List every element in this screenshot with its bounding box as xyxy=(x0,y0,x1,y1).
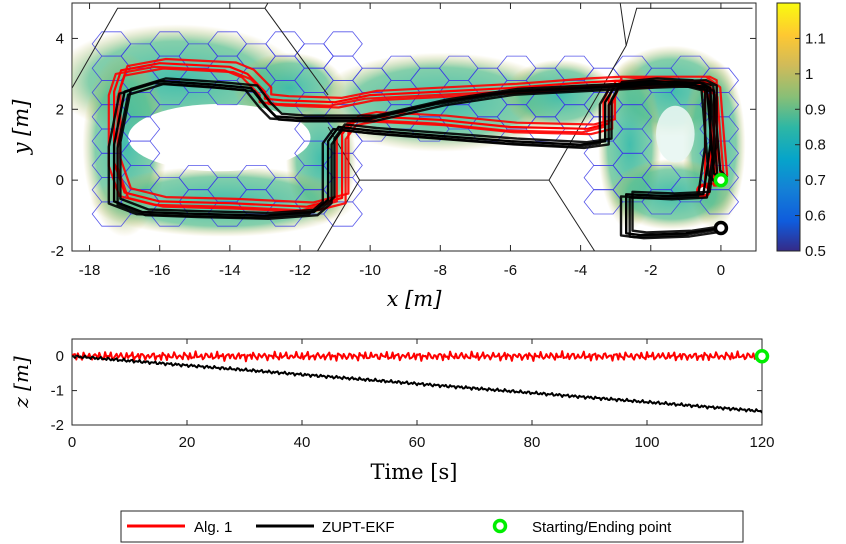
legend: Alg. 1 ZUPT-EKF Starting/Ending point xyxy=(120,510,744,543)
map-x-tick-label: -18 xyxy=(79,262,101,279)
map-y-tick-label: -2 xyxy=(51,243,64,260)
legend-marker-start-end xyxy=(492,518,508,534)
zupt-ekf-trajectory xyxy=(116,82,726,240)
alg1-trajectory xyxy=(112,62,722,208)
height-series-layer xyxy=(72,350,762,414)
height-start-end-marker xyxy=(754,348,770,364)
colorbar-gradient xyxy=(776,2,801,252)
height-y-axis-label: z [m] xyxy=(9,356,33,409)
alg1-height-line xyxy=(72,350,762,363)
region-boundary xyxy=(317,179,596,251)
height-y-tick-label: 0 xyxy=(56,348,64,365)
region-boundary xyxy=(72,7,329,96)
legend-label-alg1: Alg. 1 xyxy=(194,519,232,536)
zupt-ekf-trajectory xyxy=(112,79,722,237)
height-x-tick-label: 40 xyxy=(294,434,311,451)
colorbar-tick-label: 0.7 xyxy=(805,172,826,189)
colorbar-tick-label: 1 xyxy=(805,66,813,83)
map-x-tick-label: 0 xyxy=(717,262,725,279)
region-boundary xyxy=(264,3,269,9)
map-y-tick-label: 4 xyxy=(56,30,64,47)
legend-box xyxy=(120,510,744,543)
map-x-tick-label: -2 xyxy=(644,262,657,279)
heatmap-blob xyxy=(89,165,357,237)
height-x-tick-label: 100 xyxy=(634,434,659,451)
colorbar-tick-label: 0.5 xyxy=(805,243,826,260)
colorbar-tick-label: 1.1 xyxy=(805,30,826,47)
legend-label-start-end: Starting/Ending point xyxy=(532,519,672,536)
height-plot: 0 20 40 60 80 100 120 -2 -1 0 Time [s] z [m] xyxy=(9,338,775,484)
map-y-tick-label: 0 xyxy=(56,172,64,189)
height-y-tick-label: -2 xyxy=(51,417,64,434)
colorbar-ticks: 0.5 0.6 0.7 0.8 0.9 1 1.1 xyxy=(795,30,826,260)
height-x-tick-label: 120 xyxy=(749,434,774,451)
height-plot-area xyxy=(71,338,763,426)
hex-cell xyxy=(323,31,363,57)
map-x-tick-label: -8 xyxy=(434,262,447,279)
map-y-ticks: -2 0 2 4 xyxy=(51,30,756,260)
map-x-axis-label: x [m] xyxy=(387,287,443,311)
region-boundary xyxy=(625,7,753,46)
zupt-ekf-trajectory xyxy=(119,77,729,234)
zupt-ekf-trajectory xyxy=(107,81,717,239)
zupt-ekf-height-line xyxy=(72,354,762,414)
colorbar-tick-label: 0.9 xyxy=(805,101,826,118)
map-plot: -18 -16 -14 -12 -10 -8 -6 -4 -2 0 -2 0 2 4 x [m] y [… xyxy=(9,2,757,311)
map-y-axis-label: y [m] xyxy=(9,99,33,156)
legend-label-zupt: ZUPT-EKF xyxy=(322,519,395,536)
heatmap-hotspot-right xyxy=(656,105,695,163)
zupt-ekf-end-marker xyxy=(713,220,729,236)
map-x-tick-label: -12 xyxy=(289,262,311,279)
height-x-tick-label: 80 xyxy=(524,434,541,451)
height-x-tick-label: 60 xyxy=(409,434,426,451)
colorbar-tick-label: 0.6 xyxy=(805,208,826,225)
height-x-tick-label: 20 xyxy=(179,434,196,451)
map-x-tick-label: -14 xyxy=(219,262,241,279)
heatmap-void-left xyxy=(128,103,311,172)
start-end-marker xyxy=(713,172,729,188)
map-x-tick-label: -6 xyxy=(504,262,517,279)
colorbar: 0.5 0.6 0.7 0.8 0.9 1 1.1 xyxy=(776,2,826,260)
map-x-tick-label: -16 xyxy=(149,262,171,279)
map-x-ticks: -18 -16 -14 -12 -10 -8 -6 -4 -2 0 xyxy=(79,3,725,279)
colorbar-tick-label: 0.8 xyxy=(805,137,826,154)
height-x-ticks: 0 20 40 60 80 100 120 xyxy=(68,339,775,451)
map-y-tick-label: 2 xyxy=(56,101,64,118)
height-x-tick-label: 0 xyxy=(68,434,76,451)
height-y-tick-label: -1 xyxy=(51,383,64,400)
height-x-axis-label: Time [s] xyxy=(371,460,458,484)
map-x-tick-label: -4 xyxy=(574,262,587,279)
map-x-tick-label: -10 xyxy=(359,262,381,279)
trajectory-layer xyxy=(107,57,729,240)
